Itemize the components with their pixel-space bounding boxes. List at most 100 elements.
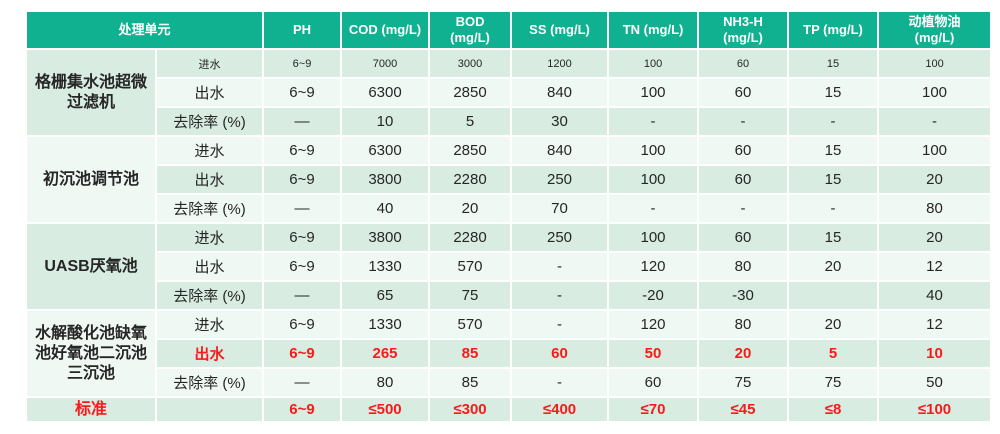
value-cell: 65 (340, 280, 431, 311)
row-type-cell: 出水 (154, 164, 265, 195)
value-cell: - (697, 106, 790, 137)
table-row: 出水 6~9 1330 570 - 120 80 20 12 (26, 251, 993, 282)
value-cell: 100 (607, 77, 700, 108)
value-cell: 60 (510, 338, 610, 369)
value-cell (787, 280, 880, 311)
row-type-cell: 出水 (154, 338, 265, 369)
value-cell: 2850 (428, 135, 513, 166)
value-cell: 20 (877, 164, 993, 195)
header-nh3h: NH3-H (mg/L) (697, 10, 790, 50)
value-cell: 2280 (428, 164, 513, 195)
header-bod: BOD (mg/L) (428, 10, 513, 50)
value-cell: ≤8 (787, 396, 880, 423)
table-row: 水解酸化池缺氧池好氧池二沉池三沉池 进水 6~9 1330 570 - 120 … (25, 309, 993, 398)
value-cell: 12 (877, 309, 993, 340)
value-cell: 6~9 (262, 222, 343, 253)
value-cell: 2850 (428, 77, 513, 108)
header-ph: PH (262, 10, 343, 50)
water-quality-table: 处理单元 PH COD (mg/L) BOD (mg/L) SS (mg/L) … (24, 10, 993, 423)
value-cell: 6~9 (262, 309, 343, 340)
value-cell: 80 (877, 193, 993, 224)
group-name-cell: 格栅集水池超微过滤机 (25, 48, 157, 137)
value-cell: 1330 (340, 251, 431, 282)
empty-cell (154, 396, 265, 423)
header-oil: 动植物油 (mg/L) (877, 10, 993, 50)
group-name-cell: UASB厌氧池 (25, 222, 157, 311)
value-cell: 6~9 (262, 48, 343, 79)
value-cell: 570 (428, 309, 513, 340)
value-cell: — (262, 193, 343, 224)
group-name-cell: 水解酸化池缺氧池好氧池二沉池三沉池 (25, 309, 157, 398)
value-cell: 250 (510, 164, 610, 195)
value-cell: 5 (428, 106, 513, 137)
value-cell: 120 (607, 251, 700, 282)
row-type-cell: 去除率 (%) (154, 106, 265, 137)
value-cell: -20 (607, 280, 700, 311)
value-cell: 100 (607, 48, 700, 79)
value-cell: 100 (607, 135, 700, 166)
value-cell: — (262, 280, 343, 311)
row-type-cell: 进水 (154, 309, 265, 340)
value-cell: 1200 (510, 48, 610, 79)
value-cell: 3800 (340, 222, 431, 253)
table-row: 去除率 (%) — 65 75 - -20 -30 40 (26, 280, 993, 311)
value-cell: 20 (428, 193, 513, 224)
header-tn: TN (mg/L) (607, 10, 700, 50)
value-cell: 60 (697, 135, 790, 166)
value-cell: 70 (510, 193, 610, 224)
value-cell: 30 (510, 106, 610, 137)
value-cell: 40 (340, 193, 431, 224)
value-cell: ≤70 (607, 396, 700, 423)
row-type-cell: 进水 (154, 222, 265, 253)
table-row: 初沉池调节池 进水 6~9 6300 2850 840 100 60 15 10… (25, 135, 993, 224)
standard-row: 标准 6~9 ≤500 ≤300 ≤400 ≤70 ≤45 ≤8 ≤100 (25, 396, 993, 423)
value-cell: - (787, 193, 880, 224)
value-cell: 6~9 (262, 338, 343, 369)
value-cell: 15 (787, 48, 880, 79)
value-cell: 7000 (340, 48, 431, 79)
value-cell: 85 (428, 338, 513, 369)
value-cell: - (607, 106, 700, 137)
group-name-cell: 初沉池调节池 (25, 135, 157, 224)
value-cell: 6300 (340, 77, 431, 108)
value-cell: 100 (877, 77, 993, 108)
value-cell: 3000 (428, 48, 513, 79)
row-type-cell: 去除率 (%) (154, 280, 265, 311)
value-cell: - (510, 251, 610, 282)
header-treatment-unit: 处理单元 (24, 10, 265, 50)
row-type-cell: 去除率 (%) (154, 193, 265, 224)
table-row: UASB厌氧池 进水 6~9 3800 2280 250 100 60 15 2… (25, 222, 993, 311)
value-cell: 12 (877, 251, 993, 282)
value-cell: 15 (787, 77, 880, 108)
value-cell: 75 (787, 367, 880, 398)
value-cell: - (697, 193, 790, 224)
value-cell: 6300 (340, 135, 431, 166)
value-cell: 10 (340, 106, 431, 137)
value-cell: 50 (877, 367, 993, 398)
value-cell: ≤300 (428, 396, 513, 423)
value-cell: 60 (697, 48, 790, 79)
value-cell: 15 (787, 222, 880, 253)
value-cell: ≤45 (697, 396, 790, 423)
value-cell: 20 (697, 338, 790, 369)
value-cell: 6~9 (262, 396, 343, 423)
value-cell: -30 (697, 280, 790, 311)
value-cell: 60 (697, 222, 790, 253)
value-cell: 100 (607, 164, 700, 195)
value-cell: 80 (697, 309, 790, 340)
value-cell: — (262, 106, 343, 137)
value-cell: 50 (607, 338, 700, 369)
value-cell: 570 (428, 251, 513, 282)
value-cell: 840 (510, 77, 610, 108)
value-cell: 20 (787, 251, 880, 282)
value-cell: 75 (428, 280, 513, 311)
value-cell: — (262, 367, 343, 398)
value-cell: 75 (697, 367, 790, 398)
value-cell: 10 (877, 338, 993, 369)
value-cell: 6~9 (262, 77, 343, 108)
table-row: 出水 6~9 6300 2850 840 100 60 15 100 (26, 77, 993, 108)
header-cod: COD (mg/L) (340, 10, 431, 50)
table-header: 处理单元 PH COD (mg/L) BOD (mg/L) SS (mg/L) … (24, 10, 993, 50)
value-cell: 100 (877, 135, 993, 166)
value-cell: ≤100 (877, 396, 993, 423)
